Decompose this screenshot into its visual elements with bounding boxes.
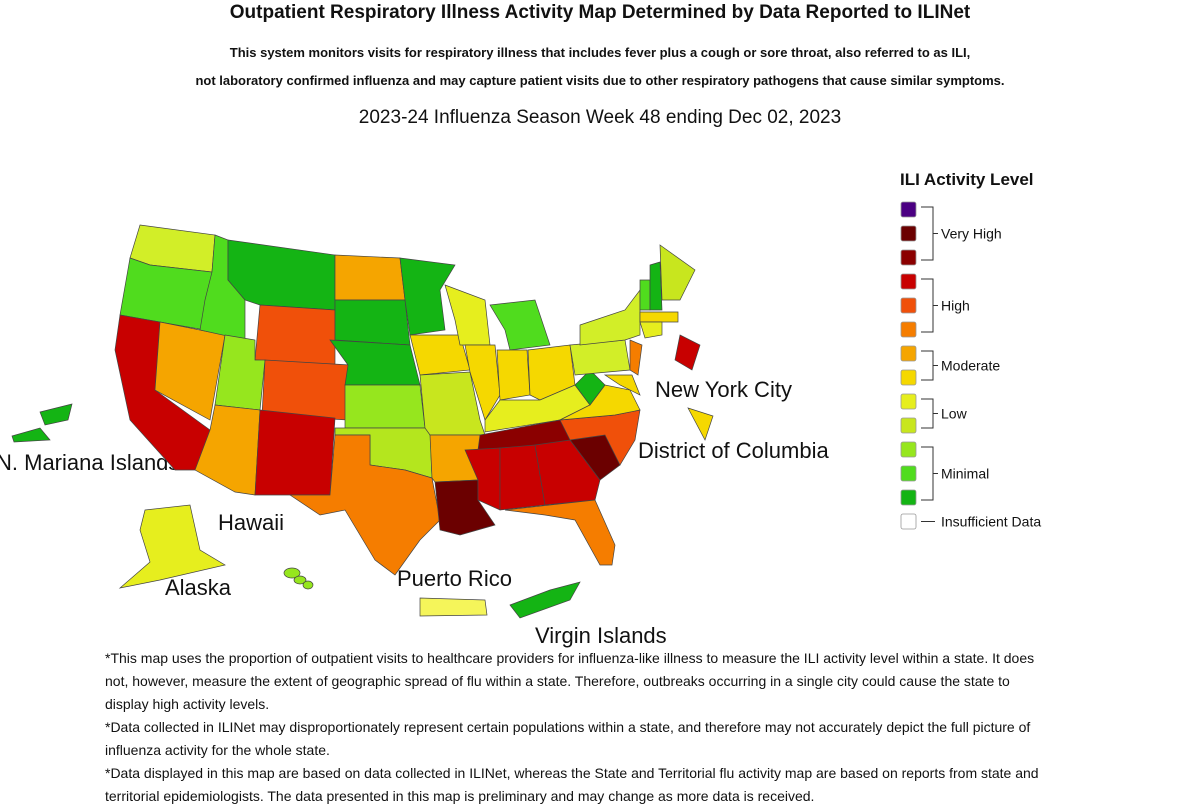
map-label: District of Columbia — [638, 438, 829, 463]
region — [302, 580, 314, 590]
region — [11, 427, 51, 443]
region — [603, 374, 641, 396]
footnote: *Data collected in ILINet may disproport… — [105, 719, 1031, 758]
region — [261, 359, 351, 421]
region — [639, 321, 663, 339]
region — [496, 349, 531, 401]
legend-bracket — [921, 446, 938, 501]
legend-bracket — [921, 206, 938, 261]
region — [464, 447, 501, 511]
legend-label: Very High — [941, 226, 1002, 242]
region — [334, 299, 411, 346]
region — [254, 304, 336, 366]
legend-label: High — [941, 298, 970, 314]
region — [569, 339, 631, 376]
region — [629, 339, 643, 376]
legend-swatch — [900, 369, 917, 386]
legend-swatch — [900, 201, 917, 218]
region — [674, 334, 701, 371]
legend-swatch — [900, 345, 917, 362]
region — [288, 434, 441, 576]
region — [254, 409, 336, 496]
legend-bracket — [921, 350, 938, 381]
week-title: 2023-24 Influenza Season Week 48 ending … — [358, 107, 842, 128]
region — [509, 581, 581, 619]
legend-swatch — [900, 441, 917, 458]
region — [344, 384, 426, 429]
legend-swatch — [900, 513, 917, 530]
footnote: *Data displayed in this map are based on… — [105, 765, 1039, 804]
legend-label: Low — [941, 406, 968, 422]
legend-swatch — [900, 297, 917, 314]
description: This system monitors visits for respirat… — [229, 45, 971, 60]
legend-label: Minimal — [941, 466, 989, 482]
region — [659, 244, 696, 301]
region — [419, 597, 488, 617]
map-label: Alaska — [165, 575, 232, 600]
region — [687, 407, 714, 441]
region — [293, 575, 307, 585]
footnotes: *This map uses the proportion of outpati… — [105, 647, 1045, 808]
legend-label: Moderate — [941, 358, 1000, 374]
region — [334, 254, 406, 301]
region — [639, 279, 651, 311]
region — [534, 439, 601, 506]
legend-swatch — [900, 225, 917, 242]
legend-swatch — [900, 321, 917, 338]
region — [639, 311, 679, 323]
legend-label: Insufficient Data — [941, 514, 1041, 530]
map-label: Virgin Islands — [535, 623, 667, 648]
region — [649, 261, 663, 311]
legend-swatch — [900, 417, 917, 434]
region — [118, 504, 226, 589]
map-label: N. Mariana Islands — [0, 450, 179, 475]
region — [574, 369, 606, 406]
map-label: Hawaii — [218, 510, 284, 535]
map-label: Puerto Rico — [397, 566, 512, 591]
legend-swatch — [900, 393, 917, 410]
region — [39, 403, 73, 426]
legend-bracket — [921, 278, 938, 333]
legend-bracket — [921, 398, 938, 429]
description: not laboratory confirmed influenza and m… — [195, 73, 1005, 88]
region — [579, 288, 641, 346]
footnote: *This map uses the proportion of outpati… — [105, 650, 1035, 712]
region — [399, 257, 456, 336]
region — [464, 344, 501, 421]
legend-swatch — [900, 489, 917, 506]
region — [194, 404, 261, 496]
region — [504, 499, 616, 566]
region — [283, 567, 301, 579]
legend-swatch — [900, 249, 917, 266]
title: Outpatient Respiratory Illness Activity … — [229, 2, 971, 23]
legend-swatch — [900, 465, 917, 482]
map-label: New York City — [655, 377, 792, 402]
legend-swatch — [900, 273, 917, 290]
region — [489, 299, 551, 351]
legend-title: ILI Activity Level — [900, 170, 1034, 189]
